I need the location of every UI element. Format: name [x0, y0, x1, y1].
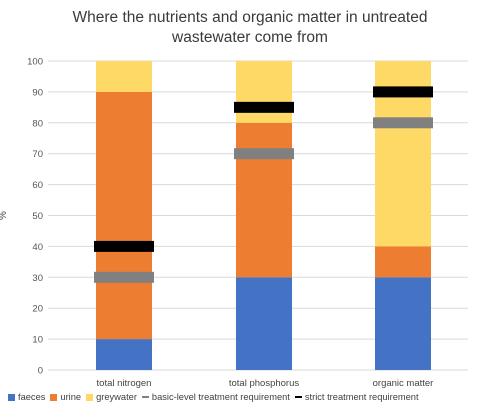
y-axis-label: %	[0, 211, 9, 220]
legend-line-swatch	[141, 396, 149, 398]
strict-requirement-marker	[94, 240, 154, 252]
y-tick-label: 20	[32, 304, 43, 315]
legend-item: basic-level treatment requirement	[141, 392, 290, 402]
y-tick-label: 70	[32, 149, 43, 160]
legend-swatch	[86, 393, 94, 401]
y-tick-label: 90	[32, 87, 43, 98]
basic-requirement-marker	[94, 271, 154, 283]
chart-legend: faeces urine greywater basic-level treatmen…	[8, 392, 424, 402]
legend-label: strict treatment requirement	[304, 392, 419, 402]
y-tick-label: 50	[32, 211, 43, 222]
basic-requirement-marker	[234, 148, 294, 160]
legend-swatch	[50, 393, 58, 401]
legend-swatch	[8, 393, 15, 401]
bar-greywater	[236, 61, 292, 123]
basic-requirement-marker	[373, 117, 433, 129]
legend-label: urine	[60, 392, 82, 402]
legend-item: strict treatment requirement	[294, 392, 419, 402]
legend-label: greywater	[96, 392, 137, 402]
y-tick-label: 60	[32, 180, 43, 191]
bar-urine	[236, 122, 292, 278]
bar-urine	[96, 91, 152, 340]
stacked-bar-chart: 0 10 20 30 40 50 60 70 80 90 100% total nitrogen tot…	[0, 57, 468, 389]
y-tick-label: 0	[38, 366, 43, 377]
y-tick-label: 30	[32, 273, 43, 284]
chart-title-line-1: Where the nutrients and organic matter i…	[72, 9, 428, 26]
strict-requirement-marker	[234, 101, 294, 113]
bar-urine	[375, 246, 431, 278]
strict-requirement-marker	[373, 86, 433, 98]
legend-item: urine	[50, 392, 81, 402]
bar-faeces	[375, 277, 431, 370]
x-tick-label: total nitrogen	[97, 378, 152, 389]
legend-item: greywater	[86, 392, 137, 402]
x-tick-label: organic matter	[373, 378, 434, 389]
legend-item: faeces	[8, 392, 45, 402]
x-tick-label: total phosphorus	[229, 378, 299, 389]
legend-label: faeces	[18, 392, 46, 402]
legend-label: basic-level treatment requirement	[151, 392, 290, 402]
y-tick-label: 40	[32, 242, 43, 253]
y-tick-label: 80	[32, 118, 43, 129]
chart-title-line-2: wastewater come from	[172, 29, 328, 46]
bar-greywater	[96, 61, 152, 92]
bar-faeces	[236, 277, 292, 370]
legend-line-swatch	[294, 396, 302, 398]
y-tick-label: 10	[32, 335, 43, 346]
y-tick-label: 100	[27, 57, 43, 68]
bar-faeces	[96, 339, 152, 370]
